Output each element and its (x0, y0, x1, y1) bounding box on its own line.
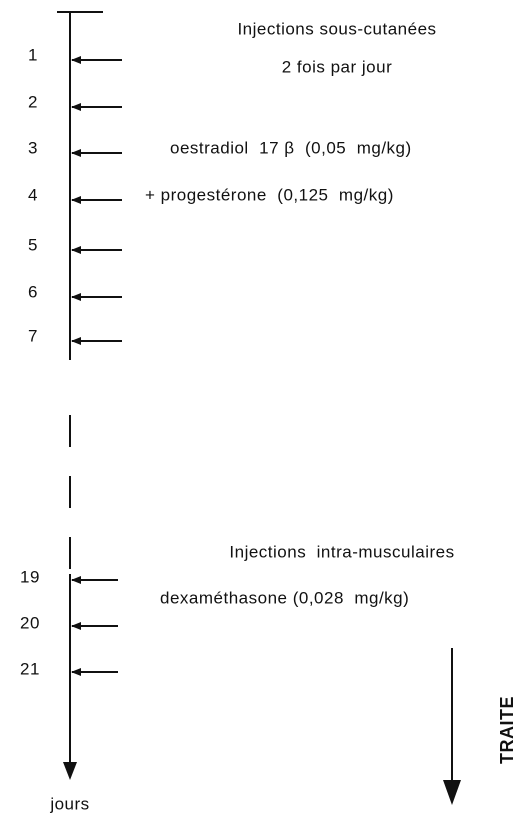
day-label: 2 (28, 92, 38, 111)
day-label: 7 (28, 326, 38, 345)
timeline-arrowhead (63, 762, 77, 780)
drug: oestradiol 17 β (0,05 mg/kg) (170, 138, 412, 157)
axis-label: jours (49, 794, 89, 813)
days: 1 2 3 4 5 6 7 19 20 21 (20, 45, 122, 678)
day-label: 21 (20, 659, 40, 678)
treated-arrowhead (443, 780, 461, 805)
frequency: 2 fois par jour (282, 57, 393, 76)
day-label: 20 (20, 613, 40, 632)
day-label: 6 (28, 282, 38, 301)
side-label: TRAITE (497, 696, 517, 764)
drug: dexaméthasone (0,028 mg/kg) (160, 588, 409, 607)
day-label: 4 (28, 185, 38, 204)
day-label: 3 (28, 138, 38, 157)
drug: + progestérone (0,125 mg/kg) (145, 185, 394, 204)
day-label: 19 (20, 567, 40, 586)
bottom-title: Injections intra-musculaires (229, 542, 454, 561)
top-title: Injections sous-cutanées (237, 19, 436, 38)
day-label: 5 (28, 235, 38, 254)
day-label: 1 (28, 45, 38, 64)
